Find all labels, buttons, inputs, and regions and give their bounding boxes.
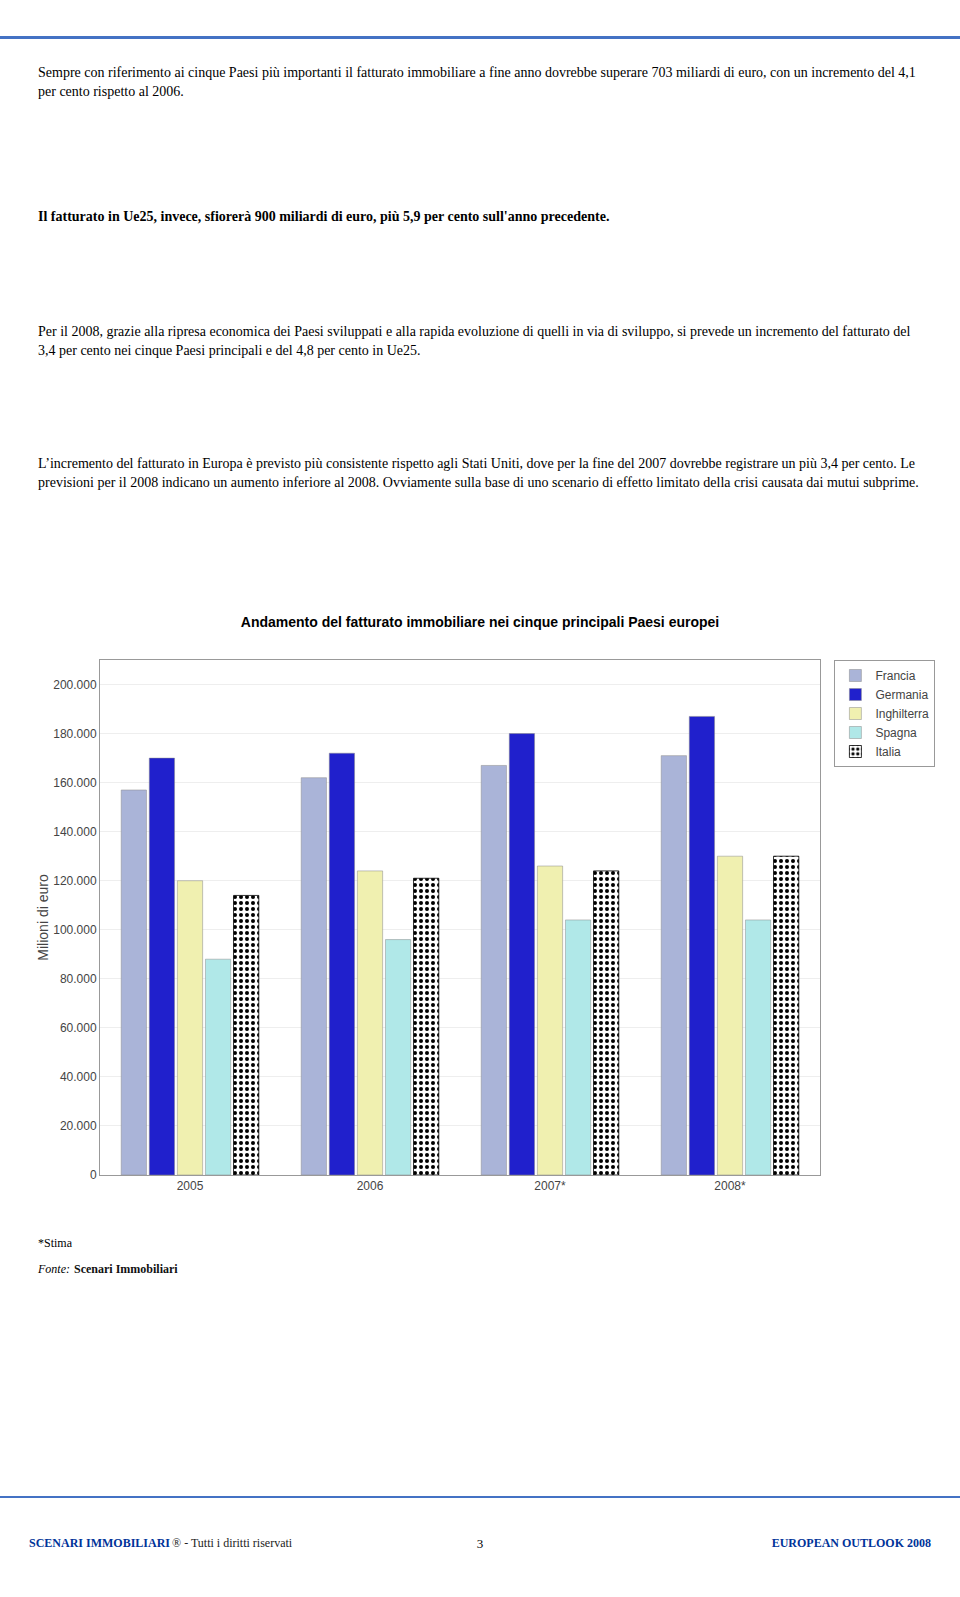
svg-text:140.000: 140.000: [53, 825, 97, 839]
svg-text:200.000: 200.000: [53, 678, 97, 692]
svg-text:Italia: Italia: [875, 745, 901, 759]
svg-text:160.000: 160.000: [53, 776, 97, 790]
svg-text:2007*: 2007*: [534, 1179, 566, 1193]
html-text:*Stima: *Stima: [38, 1236, 72, 1250]
html-text:Per il 2008, grazie alla ripre: Per il 2008, grazie alla ripresa economi…: [38, 324, 911, 358]
svg-text:60.000: 60.000: [60, 1021, 97, 1035]
svg-text:Andamento del fatturato immobi: Andamento del fatturato immobiliare nei …: [241, 614, 719, 630]
svg-text:Inghilterra: Inghilterra: [875, 707, 929, 721]
html-text:EUROPEAN OUTLOOK 2008: EUROPEAN OUTLOOK 2008: [771, 1536, 931, 1550]
svg-text:100.000: 100.000: [53, 923, 97, 937]
svg-text:Milioni di euro: Milioni di euro: [35, 874, 51, 961]
svg-text:40.000: 40.000: [60, 1070, 97, 1084]
html-text:3: 3: [476, 1536, 484, 1551]
svg-text:20.000: 20.000: [60, 1119, 97, 1133]
svg-text:Germania: Germania: [875, 688, 928, 702]
html-text:SCENARI IMMOBILIARI ® - Tutti: SCENARI IMMOBILIARI ® - Tutti i diritti …: [29, 1536, 293, 1550]
svg-text:120.000: 120.000: [53, 874, 97, 888]
svg-text:0: 0: [90, 1168, 97, 1182]
svg-text:180.000: 180.000: [53, 727, 97, 741]
svg-text:2006: 2006: [357, 1179, 384, 1193]
html-text:L’incremento del fatturato in: L’incremento del fatturato in Europa è p…: [38, 456, 919, 490]
html-text:Fonte: Scenari Immobiliari: Fonte: Scenari Immobiliari: [38, 1262, 178, 1276]
svg-text:Francia: Francia: [875, 669, 915, 683]
svg-text:80.000: 80.000: [60, 972, 97, 986]
svg-text:Spagna: Spagna: [875, 726, 917, 740]
svg-text:2005: 2005: [177, 1179, 204, 1193]
html-text:Sempre con riferimento ai cinq: Sempre con riferimento ai cinque Paesi p…: [38, 65, 916, 99]
svg-text:2008*: 2008*: [714, 1179, 746, 1193]
html-text:Il fatturato in Ue25, invece,: Il fatturato in Ue25, invece, sfiorerà 9…: [38, 209, 610, 224]
